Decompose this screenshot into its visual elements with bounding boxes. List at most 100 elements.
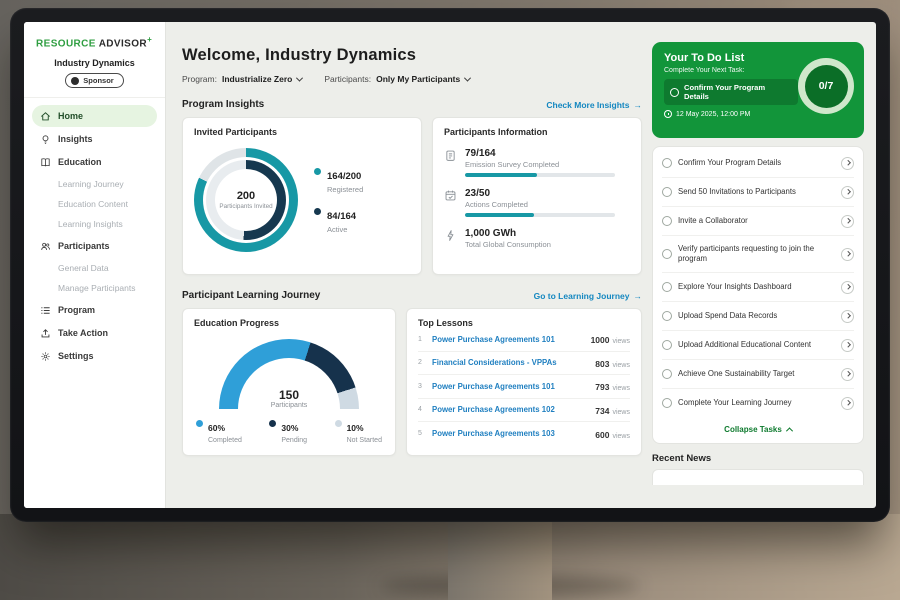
task-row[interactable]: Upload Spend Data Records: [662, 302, 854, 332]
task-checkbox[interactable]: [662, 340, 672, 351]
lesson-views: 793: [595, 382, 610, 393]
go-to-learning-journey-link[interactable]: Go to Learning Journey →: [534, 291, 642, 301]
legend-value: 60%: [208, 423, 226, 433]
gauge-legend: 60% Completed 30% Pending 10%: [194, 418, 384, 444]
app-logo: RESOURCE ADVISOR+: [24, 22, 165, 49]
sidebar-item-general-data[interactable]: General Data: [32, 258, 157, 278]
sponsor-badge[interactable]: Sponsor: [65, 73, 124, 89]
section-title: Program Insights: [182, 99, 265, 110]
lesson-link[interactable]: Financial Considerations - VPPAs: [432, 358, 557, 368]
legend-label: Pending: [281, 437, 308, 444]
task-checkbox[interactable]: [662, 369, 672, 380]
sidebar-item-manage-participants[interactable]: Manage Participants: [32, 278, 157, 298]
sidebar-item-participants[interactable]: Participants: [32, 235, 157, 257]
sidebar-item-home[interactable]: Home: [32, 105, 157, 128]
collapse-tasks-link[interactable]: Collapse Tasks: [662, 417, 854, 441]
insights-cards-row: Invited Participants 200 Participants In…: [182, 117, 642, 275]
lesson-link[interactable]: Power Purchase Agreements 101: [432, 381, 555, 391]
chevron-right-icon[interactable]: [841, 367, 854, 381]
lesson-views: 734: [595, 405, 610, 416]
program-filter[interactable]: Program: Industrialize Zero: [182, 74, 304, 84]
task-row[interactable]: Explore Your Insights Dashboard: [662, 273, 854, 303]
stat-value: 1,000 GWh: [465, 228, 517, 239]
main-content: Welcome, Industry Dynamics Program: Indu…: [166, 22, 652, 508]
book-icon: [41, 158, 50, 167]
chevron-right-icon[interactable]: [841, 214, 854, 228]
task-row[interactable]: Complete Your Learning Journey: [662, 389, 854, 417]
chevron-right-icon[interactable]: [841, 280, 854, 294]
task-checkbox[interactable]: [662, 187, 672, 197]
chevron-right-icon[interactable]: [841, 309, 854, 323]
link-label: Go to Learning Journey: [533, 290, 630, 301]
task-label: Confirm Your Program Details: [678, 157, 782, 167]
participants-filter[interactable]: Participants: Only My Participants: [324, 74, 472, 84]
task-row[interactable]: Confirm Your Program Details: [662, 149, 854, 178]
lesson-link[interactable]: Power Purchase Agreements 102: [432, 405, 555, 415]
task-checkbox[interactable]: [662, 249, 672, 260]
progress-bar: [465, 213, 615, 217]
sidebar-item-education-content[interactable]: Education Content: [32, 194, 157, 214]
task-row[interactable]: Invite a Collaborator: [662, 207, 854, 236]
task-label: Invite a Collaborator: [678, 215, 748, 225]
task-row[interactable]: Achieve One Sustainability Target: [662, 360, 854, 390]
lesson-views-label: views: [612, 361, 630, 369]
todo-title: Your To Do List: [664, 52, 745, 64]
lesson-row: 1 Power Purchase Agreements 101 1000 view…: [418, 328, 630, 352]
task-row[interactable]: Verify participants requesting to join t…: [662, 236, 854, 274]
stat-value: 23/50: [465, 188, 491, 199]
recent-news-section: Recent News: [652, 453, 864, 486]
task-checkbox[interactable]: [662, 158, 672, 168]
task-checkbox[interactable]: [662, 216, 672, 226]
lesson-row: 4 Power Purchase Agreements 102 734 views: [418, 399, 630, 422]
lesson-rank: 4: [418, 406, 422, 414]
chevron-right-icon[interactable]: [841, 185, 854, 199]
legend-value: 164/200: [327, 171, 362, 182]
sidebar-item-insights[interactable]: Insights: [32, 128, 157, 150]
sidebar-item-take-action[interactable]: Take Action: [32, 322, 157, 344]
nav-label: Home: [58, 111, 84, 122]
lesson-row: 2 Financial Considerations - VPPAs 803 vi…: [418, 352, 630, 375]
lesson-views-label: views: [612, 385, 630, 393]
task-checkbox[interactable]: [662, 282, 672, 293]
due-date: 12 May 2025, 12:00 PM: [676, 110, 751, 118]
sidebar-item-program[interactable]: Program: [32, 299, 157, 321]
section-title: Participant Learning Journey: [182, 290, 321, 301]
stat-label: Actions Completed: [465, 200, 528, 209]
chevron-right-icon[interactable]: [841, 338, 854, 352]
task-label: Verify participants requesting to join t…: [678, 243, 815, 264]
todo-panel: Your To Do List Complete Your Next Task:…: [652, 42, 864, 486]
chevron-right-icon[interactable]: [841, 156, 854, 170]
legend-label: Active: [327, 225, 348, 234]
lesson-link[interactable]: Power Purchase Agreements 101: [432, 334, 555, 344]
lesson-views-label: views: [612, 432, 630, 440]
lesson-link[interactable]: Power Purchase Agreements 103: [432, 429, 555, 439]
arrow-right-icon: →: [633, 290, 643, 301]
task-checkbox[interactable]: [662, 311, 672, 322]
collapse-label: Collapse Tasks: [724, 425, 782, 435]
task-checkbox[interactable]: [670, 87, 679, 97]
chevron-right-icon[interactable]: [841, 396, 854, 410]
legend-label: Not Started: [346, 437, 382, 444]
task-row[interactable]: Upload Additional Educational Content: [662, 331, 854, 361]
energy-bolt-icon: [447, 230, 454, 241]
chevron-down-icon: [296, 74, 304, 82]
check-more-insights-link[interactable]: Check More Insights →: [546, 100, 642, 110]
nav-label: Manage Participants: [58, 283, 136, 294]
next-task-chip[interactable]: Confirm Your Program Details: [664, 79, 798, 106]
card-title: Education Progress: [194, 318, 280, 328]
participants-filter-label: Participants:: [324, 74, 372, 84]
nav-label: General Data: [58, 263, 109, 274]
sidebar-nav: Home Insights Education Learning Journey…: [24, 98, 165, 367]
sidebar-item-settings[interactable]: Settings: [32, 345, 157, 367]
legend-item: 60% Completed: [196, 418, 242, 444]
task-checkbox[interactable]: [662, 398, 672, 409]
sidebar-item-learning-journey[interactable]: Learning Journey: [32, 174, 157, 194]
donut-center-label: Participants Invited: [219, 202, 273, 210]
calendar-check-icon: [445, 190, 456, 201]
legend-label: Completed: [208, 437, 242, 444]
chevron-right-icon[interactable]: [841, 247, 854, 261]
sidebar-item-learning-insights[interactable]: Learning Insights: [32, 214, 157, 234]
sidebar-item-education[interactable]: Education: [32, 151, 157, 173]
task-row[interactable]: Send 50 Invitations to Participants: [662, 178, 854, 207]
